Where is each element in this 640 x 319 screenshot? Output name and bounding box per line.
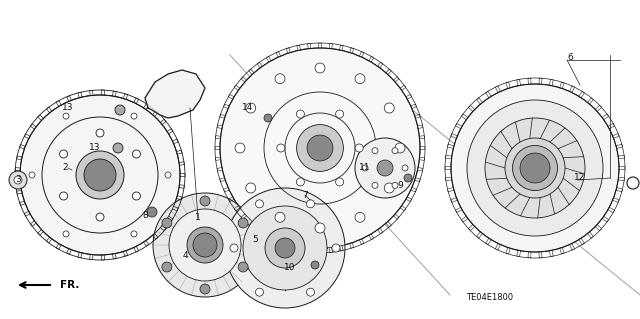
- Circle shape: [246, 103, 256, 113]
- Circle shape: [311, 261, 319, 269]
- Circle shape: [355, 144, 364, 152]
- Circle shape: [264, 114, 272, 122]
- Circle shape: [96, 213, 104, 221]
- Text: 7: 7: [302, 190, 308, 199]
- Circle shape: [275, 238, 295, 258]
- Polygon shape: [145, 70, 205, 118]
- Circle shape: [230, 244, 238, 252]
- Circle shape: [131, 113, 137, 119]
- Text: FR.: FR.: [60, 280, 79, 290]
- Circle shape: [513, 145, 557, 190]
- Circle shape: [200, 284, 210, 294]
- Circle shape: [238, 262, 248, 272]
- Circle shape: [296, 110, 305, 118]
- Circle shape: [20, 95, 180, 255]
- Circle shape: [9, 171, 27, 189]
- Circle shape: [113, 143, 123, 153]
- Text: 6: 6: [567, 54, 573, 63]
- Circle shape: [384, 183, 394, 193]
- Circle shape: [162, 218, 172, 228]
- Circle shape: [275, 74, 285, 84]
- Circle shape: [505, 138, 565, 198]
- Text: 13: 13: [62, 103, 74, 113]
- Text: 14: 14: [243, 103, 253, 113]
- Circle shape: [63, 113, 69, 119]
- Circle shape: [220, 48, 420, 248]
- Circle shape: [377, 160, 393, 176]
- Circle shape: [355, 212, 365, 222]
- Circle shape: [277, 144, 285, 152]
- Circle shape: [355, 74, 365, 84]
- Circle shape: [193, 233, 217, 257]
- Text: TE04E1800: TE04E1800: [467, 293, 513, 302]
- Circle shape: [76, 151, 124, 199]
- Circle shape: [467, 100, 603, 236]
- Circle shape: [225, 188, 345, 308]
- Circle shape: [147, 207, 157, 217]
- Circle shape: [384, 103, 394, 113]
- Circle shape: [169, 209, 241, 281]
- Circle shape: [372, 148, 378, 154]
- Circle shape: [265, 228, 305, 268]
- Circle shape: [132, 150, 140, 158]
- Text: 8: 8: [142, 211, 148, 219]
- Circle shape: [332, 244, 340, 252]
- Text: 3: 3: [15, 175, 21, 184]
- Text: 4: 4: [182, 250, 188, 259]
- Text: 2: 2: [62, 164, 68, 173]
- Circle shape: [395, 143, 405, 153]
- Circle shape: [115, 105, 125, 115]
- Circle shape: [14, 176, 22, 184]
- Circle shape: [132, 192, 140, 200]
- Circle shape: [392, 148, 398, 154]
- Text: 13: 13: [89, 144, 100, 152]
- Circle shape: [96, 129, 104, 137]
- Circle shape: [315, 223, 325, 233]
- Circle shape: [335, 110, 344, 118]
- Circle shape: [60, 192, 68, 200]
- Circle shape: [402, 165, 408, 171]
- Circle shape: [60, 150, 68, 158]
- Circle shape: [392, 182, 398, 188]
- Circle shape: [520, 153, 550, 183]
- Circle shape: [275, 212, 285, 222]
- Circle shape: [131, 231, 137, 237]
- Circle shape: [335, 178, 344, 186]
- Circle shape: [200, 196, 210, 206]
- Text: 10: 10: [284, 263, 296, 272]
- Circle shape: [404, 174, 412, 182]
- Circle shape: [84, 159, 116, 191]
- Circle shape: [238, 218, 248, 228]
- Circle shape: [362, 165, 368, 171]
- Circle shape: [307, 135, 333, 161]
- Circle shape: [246, 183, 256, 193]
- Circle shape: [162, 262, 172, 272]
- Circle shape: [153, 193, 257, 297]
- Circle shape: [235, 143, 245, 153]
- Circle shape: [307, 200, 314, 208]
- Circle shape: [485, 118, 585, 218]
- Text: 1: 1: [195, 213, 201, 222]
- Circle shape: [296, 125, 344, 171]
- Circle shape: [63, 231, 69, 237]
- Circle shape: [296, 178, 305, 186]
- Text: 5: 5: [252, 235, 258, 244]
- Circle shape: [307, 288, 314, 296]
- Circle shape: [315, 63, 325, 73]
- Circle shape: [255, 288, 264, 296]
- Circle shape: [451, 84, 619, 252]
- Circle shape: [29, 172, 35, 178]
- Circle shape: [187, 227, 223, 263]
- Text: 9: 9: [397, 181, 403, 189]
- Text: 12: 12: [574, 174, 586, 182]
- Circle shape: [165, 172, 171, 178]
- Circle shape: [355, 138, 415, 198]
- Text: 11: 11: [359, 164, 371, 173]
- Circle shape: [372, 182, 378, 188]
- Circle shape: [243, 206, 327, 290]
- Circle shape: [255, 200, 264, 208]
